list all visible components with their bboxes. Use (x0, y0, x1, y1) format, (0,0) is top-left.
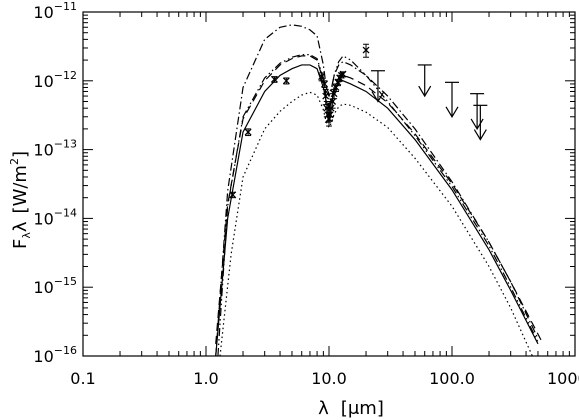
detection-point (322, 92, 330, 100)
y-tick-label: 10−15 (33, 275, 77, 297)
x-tick-label: 10.0 (311, 369, 347, 388)
plot-frame (82, 11, 576, 357)
detection-point (229, 191, 237, 199)
x-tick-label: 0.1 (70, 369, 95, 388)
x-axis: 0.1 1.0 10.0 100.0 1000.0 (70, 12, 579, 388)
detection-point (244, 128, 252, 136)
upper-limit-arrow (473, 129, 487, 141)
y-axis-title: Fλλ[W/m2] (8, 151, 33, 249)
detection-point (329, 98, 337, 105)
detection-point (270, 75, 278, 83)
y-tick-label: 10−16 (33, 344, 77, 366)
series-line-solid (215, 64, 539, 357)
x-axis-title: λ [μm] (318, 398, 384, 419)
markers-layer (229, 43, 488, 199)
x-tick-label: 100.0 (429, 369, 475, 388)
y-axis: 10−16 10−15 10−14 10−13 10−12 10−11 (33, 0, 575, 366)
series-layer (215, 24, 544, 357)
y-tick-label: 10−12 (33, 69, 77, 91)
detection-point (321, 80, 329, 88)
plot-area-border (82, 11, 576, 357)
y-tick-label: 10−11 (33, 0, 77, 22)
series-line-dashdot (215, 24, 539, 357)
series-line-dashdotdot (217, 54, 539, 357)
upper-limit-arrow (470, 118, 484, 131)
detection-point (282, 77, 290, 85)
upper-limit-arrow (371, 91, 385, 103)
upper-limit-arrow (418, 85, 432, 98)
series-line-dotted (219, 91, 533, 357)
detection-point (318, 73, 326, 81)
y-tick-label: 10−14 (33, 206, 77, 228)
detection-point (362, 46, 370, 54)
x-tick-label: 1000.0 (547, 369, 579, 388)
upper-limit-arrow (445, 106, 459, 118)
x-tick-label: 1.0 (193, 369, 218, 388)
detection-point (339, 70, 347, 78)
y-tick-label: 10−13 (33, 138, 77, 160)
